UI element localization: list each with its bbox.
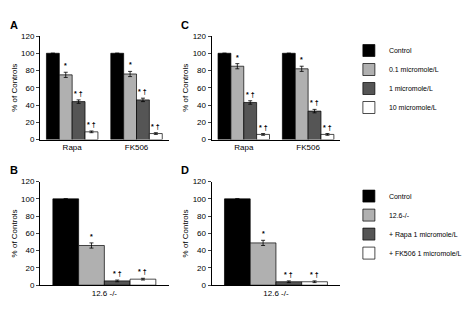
- svg-text:0: 0: [30, 281, 35, 290]
- svg-text:0: 0: [202, 281, 207, 290]
- svg-text:100: 100: [21, 49, 35, 58]
- svg-text:40: 40: [25, 101, 34, 110]
- svg-text:B: B: [10, 164, 18, 176]
- svg-text:*: *: [300, 56, 303, 63]
- svg-text:100: 100: [21, 195, 35, 204]
- svg-text:80: 80: [25, 66, 34, 75]
- svg-text:120: 120: [21, 32, 35, 41]
- svg-text:20: 20: [197, 264, 206, 273]
- svg-text:120: 120: [21, 177, 35, 186]
- svg-text:* †: * †: [310, 99, 319, 106]
- svg-text:% of Controls: % of Controls: [181, 209, 190, 257]
- svg-text:* †: * †: [113, 270, 122, 277]
- svg-text:Rapa: Rapa: [234, 143, 254, 152]
- svg-text:Control: Control: [389, 47, 412, 54]
- svg-text:% of Controls: % of Controls: [181, 64, 190, 112]
- svg-text:* †: * †: [74, 90, 83, 97]
- svg-text:*: *: [129, 61, 132, 68]
- svg-text:*: *: [236, 54, 239, 61]
- svg-text:12.6-/-: 12.6-/-: [389, 212, 410, 219]
- svg-text:80: 80: [197, 66, 206, 75]
- svg-text:100: 100: [193, 49, 207, 58]
- svg-text:120: 120: [193, 177, 207, 186]
- svg-text:A: A: [10, 19, 18, 31]
- svg-text:* †: * †: [246, 91, 255, 98]
- svg-text:* †: * †: [310, 271, 319, 278]
- svg-text:60: 60: [197, 84, 206, 93]
- svg-text:% of Controls: % of Controls: [10, 64, 19, 112]
- svg-text:+ Rapa 1 micromole/L: + Rapa 1 micromole/L: [389, 231, 458, 239]
- svg-text:D: D: [181, 164, 189, 176]
- svg-text:1 micromole/L: 1 micromole/L: [389, 85, 433, 92]
- svg-text:0: 0: [30, 135, 35, 144]
- svg-text:* †: * †: [259, 124, 268, 131]
- svg-text:*: *: [90, 233, 93, 240]
- svg-text:60: 60: [25, 84, 34, 93]
- svg-text:20: 20: [197, 118, 206, 127]
- svg-text:* †: * †: [87, 121, 96, 128]
- svg-text:C: C: [181, 19, 189, 31]
- svg-text:80: 80: [25, 212, 34, 221]
- svg-text:*: *: [64, 62, 67, 69]
- svg-text:FK506: FK506: [125, 143, 149, 152]
- svg-text:* †: * †: [138, 268, 147, 275]
- svg-text:Rapa: Rapa: [63, 143, 83, 152]
- svg-text:% of Controls: % of Controls: [10, 209, 19, 257]
- svg-text:40: 40: [197, 246, 206, 255]
- svg-text:0: 0: [202, 135, 207, 144]
- svg-text:80: 80: [197, 212, 206, 221]
- svg-text:60: 60: [197, 229, 206, 238]
- svg-text:20: 20: [25, 118, 34, 127]
- svg-text:12.6 -/-: 12.6 -/-: [92, 289, 118, 298]
- svg-text:20: 20: [25, 264, 34, 273]
- svg-text:*: *: [262, 230, 265, 237]
- svg-text:10 micromole/L: 10 micromole/L: [389, 104, 437, 111]
- svg-text:* †: * †: [151, 123, 160, 130]
- svg-text:* †: * †: [323, 124, 332, 131]
- svg-text:60: 60: [25, 229, 34, 238]
- svg-text:0.1 micromole/L: 0.1 micromole/L: [389, 66, 439, 73]
- svg-text:40: 40: [197, 101, 206, 110]
- svg-text:+ FK506 1 micromole/L: + FK506 1 micromole/L: [389, 250, 462, 257]
- svg-text:12.6 -/-: 12.6 -/-: [263, 289, 289, 298]
- svg-text:120: 120: [193, 32, 207, 41]
- svg-text:100: 100: [193, 195, 207, 204]
- svg-text:* †: * †: [138, 88, 147, 95]
- svg-text:* †: * †: [284, 271, 293, 278]
- svg-text:Control: Control: [389, 193, 412, 200]
- svg-text:FK506: FK506: [296, 143, 320, 152]
- svg-text:40: 40: [25, 246, 34, 255]
